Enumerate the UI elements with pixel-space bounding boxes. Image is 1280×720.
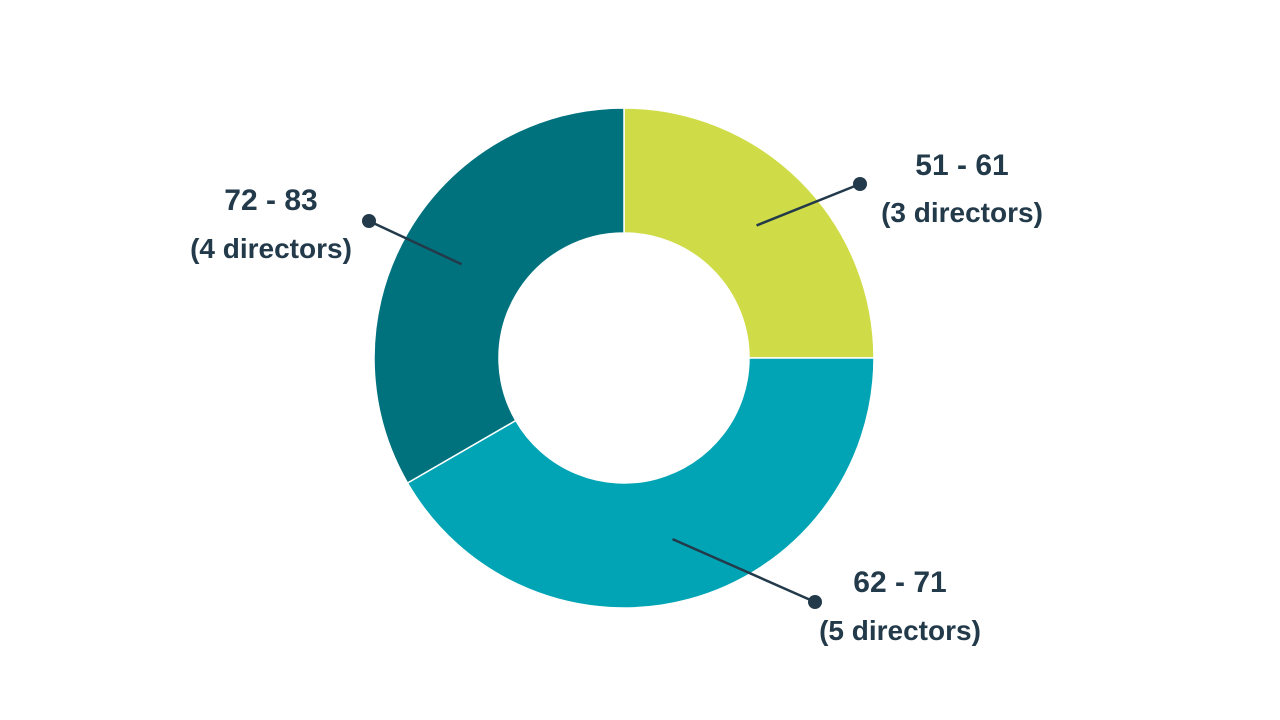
- slice-count-label: (5 directors): [819, 615, 981, 646]
- leader-line: [368, 219, 463, 266]
- slice-label-51-61: 51 - 61 (3 directors): [881, 149, 1043, 228]
- donut-slice-72-83: [373, 107, 625, 485]
- donut-slice-51-61: [623, 107, 875, 359]
- leader-lines-layer: [362, 177, 867, 609]
- slice-range-label: 51 - 61: [915, 149, 1008, 182]
- leader-dot: [853, 177, 867, 191]
- leader-dot: [362, 214, 376, 228]
- slice-range-label: 72 - 83: [224, 184, 317, 217]
- slice-label-62-71: 62 - 71 (5 directors): [819, 566, 981, 646]
- slice-label-72-83: 72 - 83 (4 directors): [190, 184, 352, 264]
- slice-range-label: 62 - 71: [853, 566, 946, 599]
- leader-dot: [808, 595, 822, 609]
- slice-count-label: (4 directors): [190, 233, 352, 264]
- donut-slice-62-71: [406, 357, 875, 609]
- leader-line: [756, 182, 861, 227]
- leader-line: [672, 537, 816, 604]
- slices-layer: [373, 107, 875, 609]
- slice-count-label: (3 directors): [881, 197, 1043, 228]
